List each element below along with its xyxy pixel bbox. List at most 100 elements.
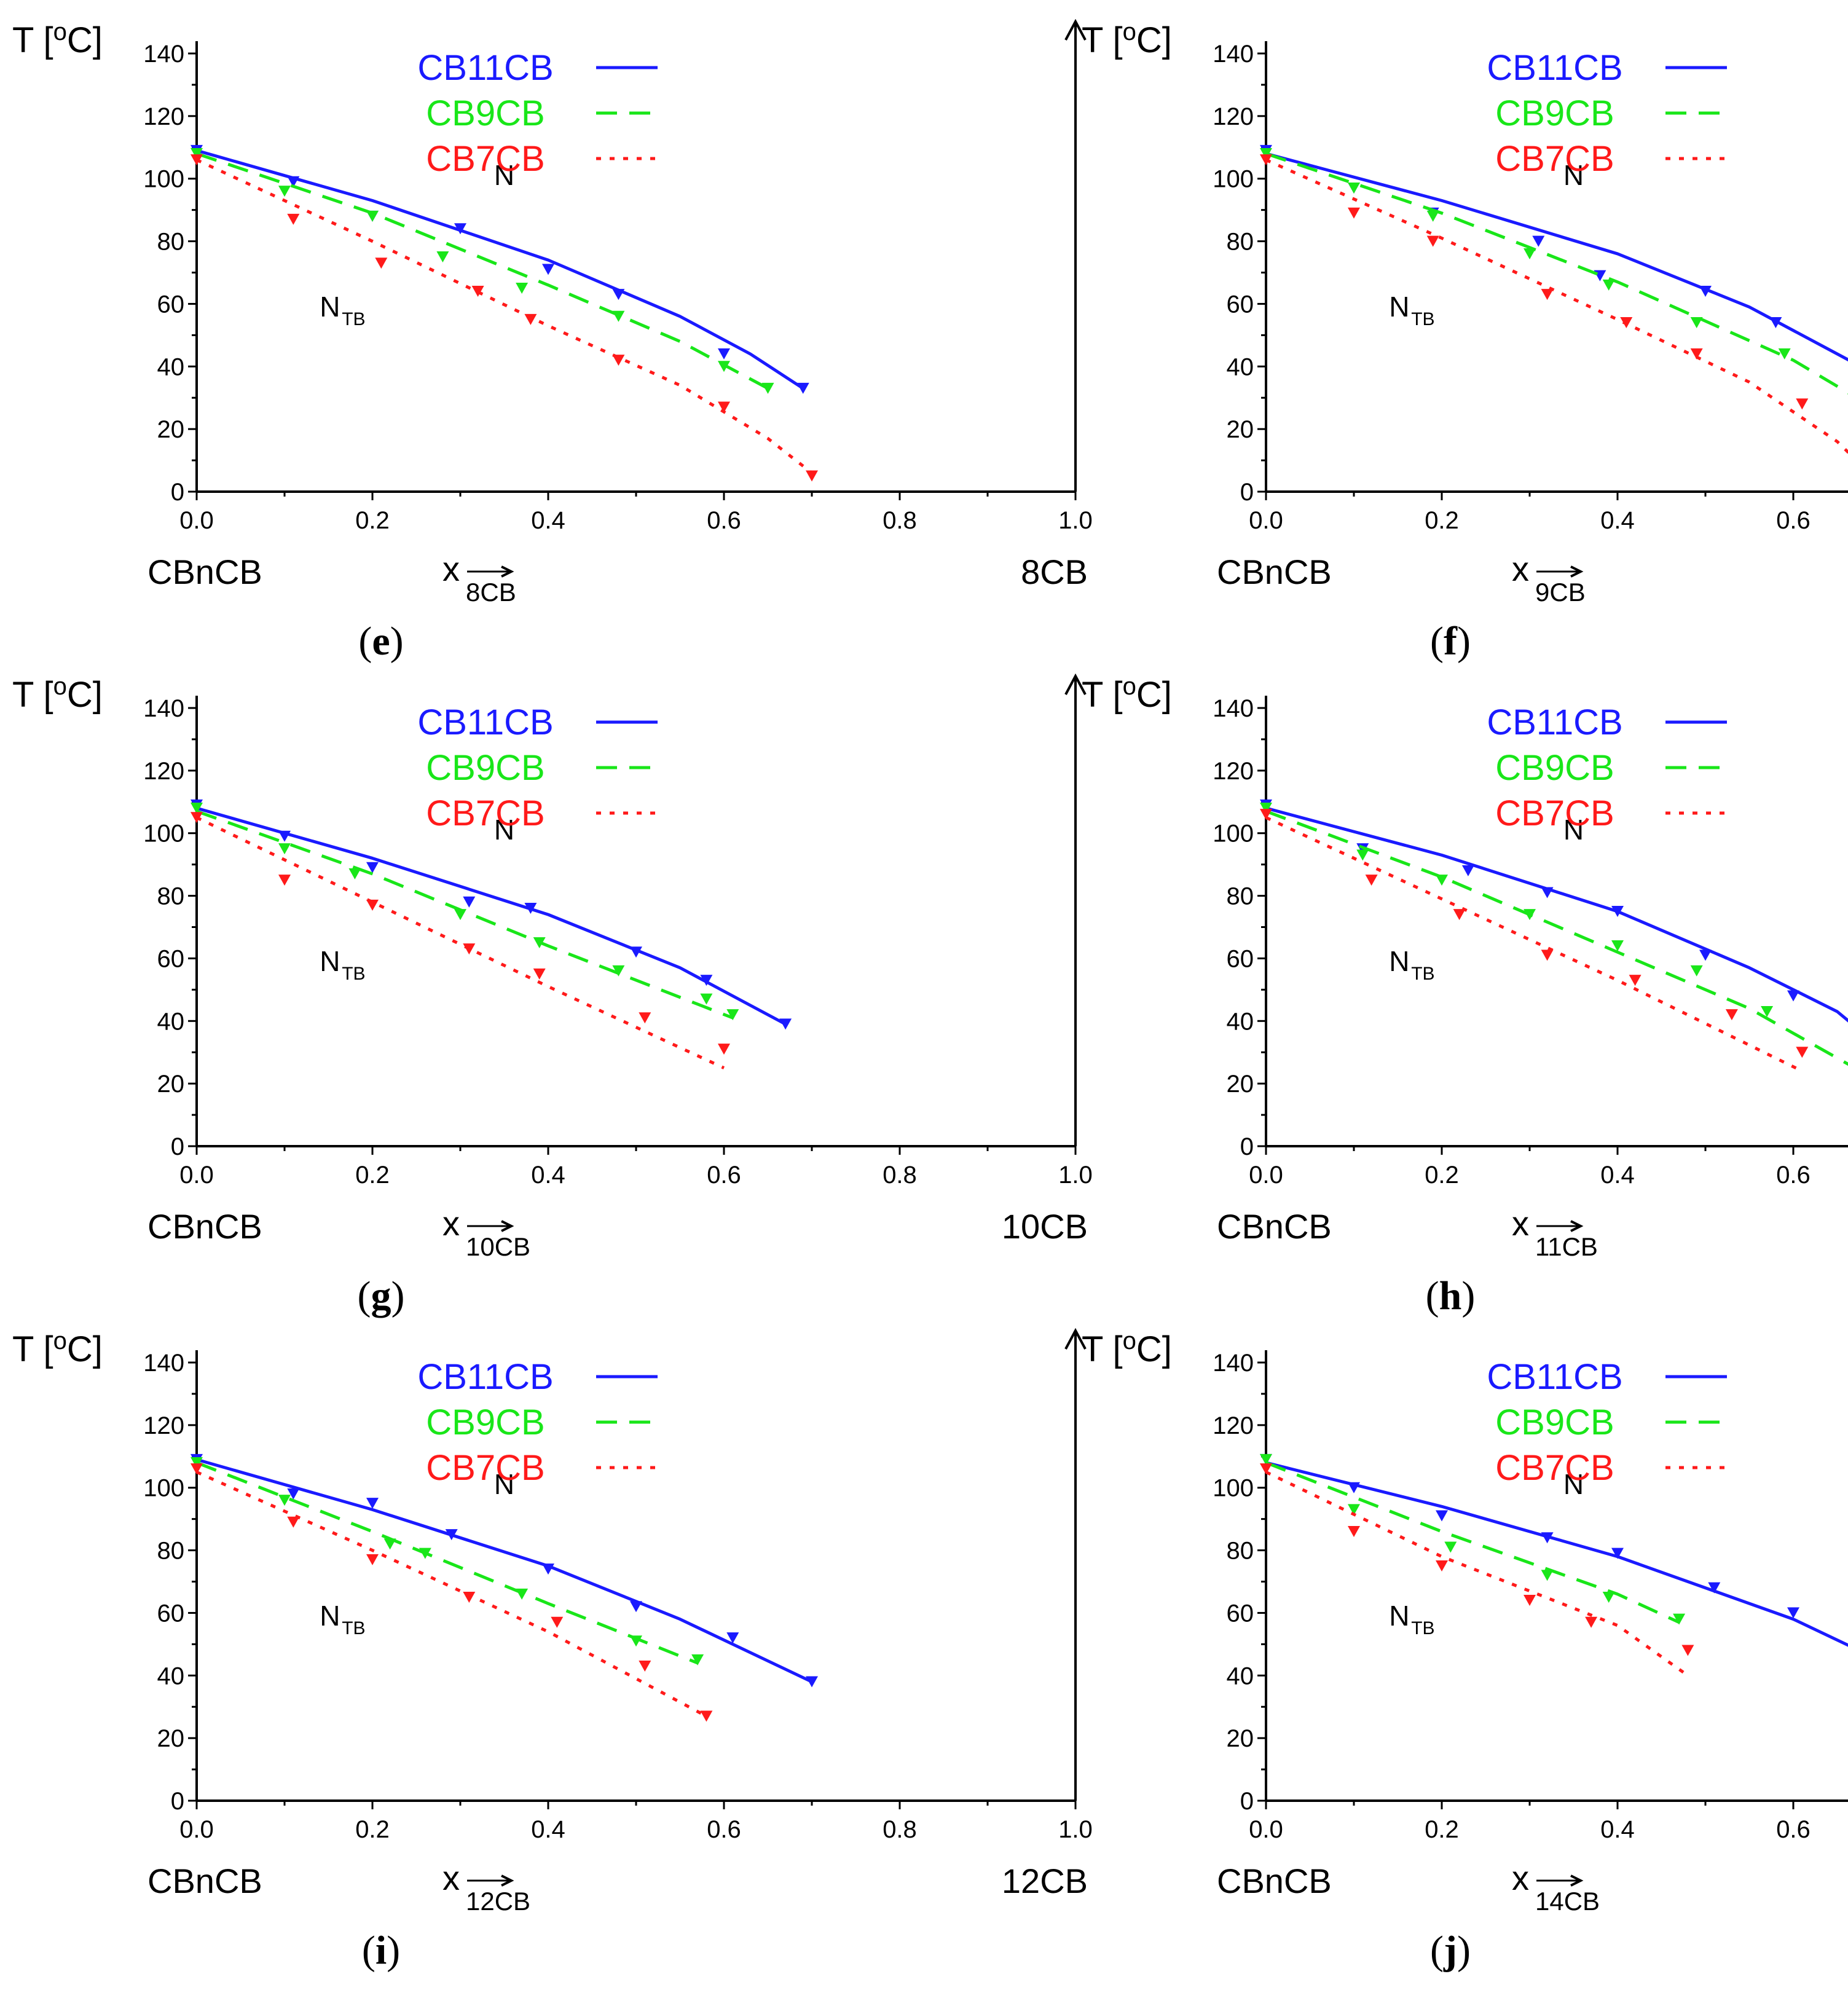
- data-point-cb9cb: [691, 1654, 704, 1666]
- data-point-cb7cb: [1796, 1047, 1809, 1058]
- data-point-cb9cb: [1356, 849, 1369, 861]
- fit-line-cb7cb: [195, 1470, 707, 1718]
- left-component-label: CBnCB: [1217, 553, 1332, 591]
- data-point-cb9cb: [1690, 965, 1703, 977]
- data-point-cb9cb: [1426, 210, 1439, 222]
- data-point-cb7cb: [639, 1661, 651, 1672]
- fit-line-cb11cb: [196, 149, 804, 390]
- data-point-cb11cb: [779, 1018, 792, 1030]
- x-tick-label: 0.8: [883, 507, 917, 534]
- data-point-cb9cb: [718, 361, 730, 372]
- data-point-cb9cb: [278, 186, 291, 197]
- y-tick-label: 80: [157, 1538, 185, 1565]
- phase-label-ntb: N: [1389, 945, 1409, 977]
- data-point-cb9cb: [1524, 248, 1536, 259]
- data-point-cb7cb: [718, 401, 730, 413]
- y-tick-label: 120: [1213, 103, 1254, 130]
- data-point-cb9cb: [191, 1457, 203, 1468]
- data-point-cb11cb: [1532, 235, 1545, 247]
- fit-line-cb7cb: [1265, 158, 1848, 455]
- data-point-cb11cb: [445, 1529, 458, 1541]
- x-arrow-head: [501, 565, 514, 578]
- y-tick-label: 0: [1240, 1788, 1254, 1815]
- x-axis-subscript: 14CB: [1535, 1887, 1600, 1916]
- data-point-cb11cb: [1611, 1548, 1624, 1559]
- data-point-cb9cb: [612, 310, 625, 322]
- x-axis-subscript: 12CB: [466, 1887, 530, 1916]
- y-axis-label: T [oC]: [12, 1327, 103, 1369]
- data-point-cb9cb: [1436, 875, 1448, 886]
- data-point-cb9cb: [1602, 1591, 1615, 1603]
- legend-label-cb7cb: CB7CB: [1495, 1448, 1614, 1488]
- y-axis-label: T [oC]: [12, 18, 103, 60]
- data-point-cb9cb: [533, 937, 546, 948]
- right-axis-arrow: [1064, 18, 1087, 41]
- data-point-cb11cb: [454, 223, 466, 235]
- x-tick-label: 0.0: [179, 507, 214, 534]
- data-point-cb11cb: [1708, 1582, 1721, 1594]
- right-component-label: 10CB: [1002, 1207, 1088, 1246]
- x-tick-label: 0.0: [1249, 507, 1283, 534]
- x-tick-label: 0.0: [1249, 1816, 1283, 1843]
- data-point-cb7cb: [463, 943, 476, 955]
- x-axis-symbol: x: [1512, 549, 1529, 588]
- x-arrow-head: [501, 1874, 514, 1887]
- x-tick-label: 0.0: [179, 1816, 214, 1843]
- y-tick-label: 140: [1213, 1350, 1254, 1377]
- x-tick-label: 0.6: [707, 1162, 741, 1189]
- y-tick-label: 40: [157, 1662, 185, 1689]
- data-point-cb11cb: [287, 1488, 300, 1500]
- left-component-label: CBnCB: [1217, 1862, 1332, 1900]
- phase-label-nematic: N: [1563, 159, 1584, 191]
- y-tick-label: 140: [1213, 695, 1254, 722]
- y-tick-label: 0: [171, 1788, 184, 1815]
- data-point-cb9cb: [1541, 1570, 1554, 1581]
- data-point-cb7cb: [191, 1463, 203, 1475]
- data-point-cb9cb: [1673, 1613, 1686, 1625]
- legend-label-cb7cb: CB7CB: [426, 1448, 545, 1488]
- x-tick-label: 0.8: [883, 1816, 917, 1843]
- data-point-cb11cb: [630, 946, 642, 958]
- y-tick-label: 60: [1227, 945, 1254, 972]
- phase-label-nematic: N: [494, 814, 514, 846]
- data-point-cb7cb: [1436, 1560, 1448, 1572]
- data-point-cb9cb: [1690, 317, 1703, 328]
- fit-line-cb9cb: [196, 152, 769, 390]
- y-tick-label: 100: [1213, 166, 1254, 193]
- data-point-cb11cb: [1699, 286, 1712, 297]
- data-point-cb7cb: [1453, 909, 1466, 921]
- data-point-cb7cb: [1365, 875, 1378, 886]
- data-point-cb7cb: [287, 1516, 300, 1528]
- data-point-cb7cb: [639, 1012, 651, 1024]
- data-point-cb11cb: [542, 264, 554, 275]
- chart-panel-i: 0 20 40 60 80 100 120 140 0.0 0.2 0.4 0.6 0.8 1.0 T [o…: [12, 1327, 1093, 1973]
- phase-label-ntb-subscript: TB: [1411, 964, 1434, 984]
- y-tick-label: 40: [1227, 1008, 1254, 1035]
- data-point-cb9cb: [1348, 1504, 1360, 1516]
- y-tick-label: 100: [143, 166, 184, 193]
- data-point-cb7cb: [551, 1616, 564, 1628]
- data-point-cb11cb: [1348, 1482, 1360, 1493]
- fit-line-cb7cb: [195, 816, 725, 1069]
- panel-label: (g): [358, 1273, 405, 1318]
- fit-line-cb11cb: [1265, 152, 1848, 362]
- data-point-cb11cb: [366, 862, 379, 873]
- phase-label-ntb-subscript: TB: [342, 1618, 365, 1638]
- data-point-cb9cb: [436, 251, 449, 263]
- x-tick-label: 0.2: [1425, 1162, 1459, 1189]
- y-tick-label: 140: [143, 41, 184, 68]
- fit-line-cb9cb: [1265, 809, 1848, 1066]
- data-point-cb11cb: [1541, 1532, 1554, 1544]
- phase-label-ntb-subscript: TB: [1411, 309, 1434, 329]
- legend-label-cb11cb: CB11CB: [417, 1357, 553, 1397]
- x-tick-label: 0.6: [1776, 1162, 1811, 1189]
- x-tick-label: 0.2: [1425, 507, 1459, 534]
- legend-label-cb7cb: CB7CB: [1495, 139, 1614, 179]
- y-tick-label: 60: [1227, 1600, 1254, 1627]
- left-component-label: CBnCB: [147, 553, 262, 591]
- legend-label-cb9cb: CB9CB: [426, 1402, 545, 1442]
- y-tick-label: 120: [1213, 1412, 1254, 1439]
- phase-label-nematic: N: [1563, 814, 1584, 846]
